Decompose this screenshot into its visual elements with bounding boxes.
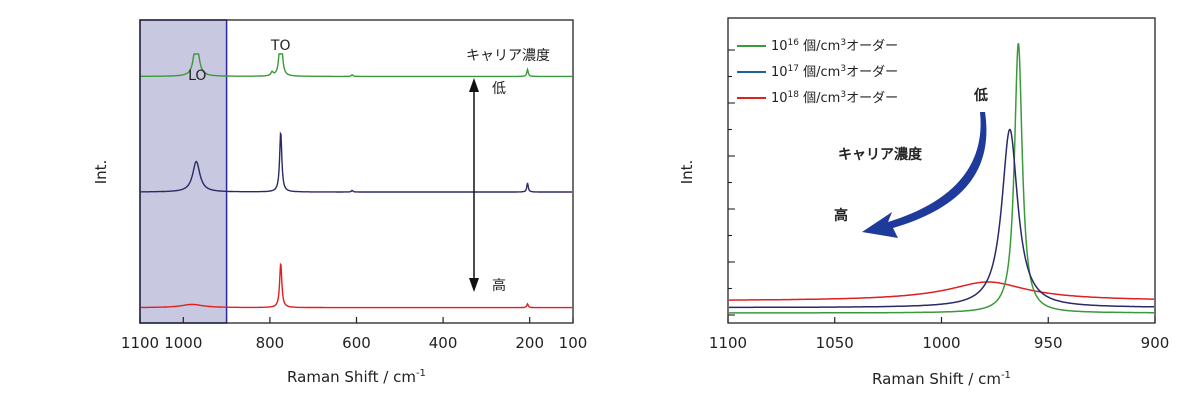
- right-low-label: 低: [973, 87, 988, 104]
- lo-peak-label: LO: [188, 68, 206, 84]
- arrow-head-up-icon: [469, 78, 479, 92]
- carrier-concentration-title: キャリア濃度: [466, 48, 550, 64]
- right-high-label: 高: [834, 207, 848, 224]
- left-x-axis-label: Raman Shift / cm-1: [287, 368, 426, 386]
- right-x-axis-label-main: Raman Shift / cm: [872, 370, 1001, 388]
- left-x-ticks: 1100 1000 800 600 400 200 100: [121, 317, 587, 352]
- left-series-2-line: [141, 262, 572, 309]
- right-series-1-line: [729, 128, 1154, 309]
- left-x-tick-label-3: 600: [342, 334, 371, 352]
- left-series-1-line: [141, 131, 572, 193]
- left-series-0-line: [141, 53, 572, 78]
- left-x-tick-label-6: 100: [559, 334, 588, 352]
- right-x-axis-label: Raman Shift / cm-1: [872, 370, 1011, 388]
- right-y-axis-label: Int.: [678, 160, 696, 185]
- legend-label-1: 1017 個/cm3オーダー: [771, 64, 898, 80]
- legend-label-2: 1018 個/cm3オーダー: [771, 90, 898, 106]
- arrow-head-down-icon: [469, 278, 479, 292]
- left-y-axis-label: Int.: [92, 160, 110, 185]
- right-x-ticks: 1100 1050 1000 950 900: [709, 317, 1169, 352]
- left-x-tick-label-0: 1100: [121, 334, 159, 352]
- right-x-tick-label-4: 900: [1141, 334, 1170, 352]
- curved-arrow-icon: [862, 112, 987, 238]
- arrow-low-label: 低: [492, 81, 506, 97]
- to-peak-label: TO: [270, 38, 291, 54]
- lo-highlight-region: [139, 19, 228, 324]
- left-x-tick-label-4: 400: [429, 334, 458, 352]
- left-x-tick-label-2: 800: [256, 334, 285, 352]
- left-x-axis-label-sup: -1: [416, 368, 426, 379]
- right-x-tick-label-3: 950: [1034, 334, 1063, 352]
- right-y-ticks: [728, 49, 735, 316]
- right-x-tick-label-0: 1100: [709, 334, 747, 352]
- right-x-tick-label-2: 1000: [922, 334, 960, 352]
- right-chart: 1100 1050 1000 950 900 Int. Raman Shift / cm…: [678, 17, 1169, 388]
- right-x-tick-label-1: 1050: [816, 334, 854, 352]
- left-x-axis-label-main: Raman Shift / cm: [287, 368, 416, 386]
- left-x-tick-label-5: 200: [515, 334, 544, 352]
- right-x-axis-label-sup: -1: [1001, 370, 1011, 381]
- left-series-group: [141, 53, 572, 309]
- right-legend: 1016 個/cm3オーダー 1017 個/cm3オーダー 1018 個/cm3オー…: [737, 38, 898, 106]
- left-chart: 1100 1000 800 600 400 200 100 Int. Raman Shift…: [92, 19, 587, 386]
- arrow-high-label: 高: [492, 277, 506, 294]
- right-carrier-title: キャリア濃度: [838, 146, 923, 163]
- right-series-0-line: [729, 42, 1154, 314]
- right-series-group: [729, 42, 1154, 314]
- legend-label-0: 1016 個/cm3オーダー: [771, 38, 898, 54]
- right-series-2-line: [729, 281, 1154, 301]
- left-x-tick-label-1: 1000: [164, 334, 202, 352]
